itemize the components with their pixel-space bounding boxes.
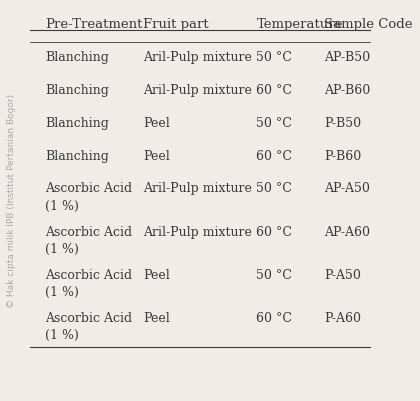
Text: Fruit part: Fruit part <box>143 18 209 31</box>
Text: P-B50: P-B50 <box>324 117 361 130</box>
Text: Sample Code: Sample Code <box>324 18 413 31</box>
Text: Blanching: Blanching <box>45 117 109 130</box>
Text: 50 °C: 50 °C <box>256 51 292 64</box>
Text: Aril-Pulp mixture: Aril-Pulp mixture <box>143 182 252 195</box>
Text: AP-A60: AP-A60 <box>324 226 370 239</box>
Text: Temperature: Temperature <box>256 18 343 31</box>
Text: Aril-Pulp mixture: Aril-Pulp mixture <box>143 51 252 64</box>
Text: Blanching: Blanching <box>45 51 109 64</box>
Text: Ascorbic Acid
(1 %): Ascorbic Acid (1 %) <box>45 312 132 342</box>
Text: Ascorbic Acid
(1 %): Ascorbic Acid (1 %) <box>45 226 132 256</box>
Text: Pre-Treatment: Pre-Treatment <box>45 18 143 31</box>
Text: Ascorbic Acid
(1 %): Ascorbic Acid (1 %) <box>45 182 132 213</box>
Text: 50 °C: 50 °C <box>256 117 292 130</box>
Text: Ascorbic Acid
(1 %): Ascorbic Acid (1 %) <box>45 269 132 299</box>
Text: P-A50: P-A50 <box>324 269 361 282</box>
Text: Blanching: Blanching <box>45 84 109 97</box>
Text: 50 °C: 50 °C <box>256 182 292 195</box>
Text: P-B60: P-B60 <box>324 150 362 162</box>
Text: 50 °C: 50 °C <box>256 269 292 282</box>
Text: AP-B60: AP-B60 <box>324 84 370 97</box>
Text: AP-B50: AP-B50 <box>324 51 370 64</box>
Text: Peel: Peel <box>143 269 170 282</box>
Text: Aril-Pulp mixture: Aril-Pulp mixture <box>143 84 252 97</box>
Text: 60 °C: 60 °C <box>256 150 292 162</box>
Text: Peel: Peel <box>143 312 170 325</box>
Text: Aril-Pulp mixture: Aril-Pulp mixture <box>143 226 252 239</box>
Text: P-A60: P-A60 <box>324 312 361 325</box>
Text: Blanching: Blanching <box>45 150 109 162</box>
Text: 60 °C: 60 °C <box>256 226 292 239</box>
Text: Peel: Peel <box>143 117 170 130</box>
Text: 60 °C: 60 °C <box>256 84 292 97</box>
Text: AP-A50: AP-A50 <box>324 182 370 195</box>
Text: 60 °C: 60 °C <box>256 312 292 325</box>
Text: Peel: Peel <box>143 150 170 162</box>
Text: © Hak cipta milik IPB (Institut Pertanian Bogor): © Hak cipta milik IPB (Institut Pertania… <box>7 93 16 308</box>
